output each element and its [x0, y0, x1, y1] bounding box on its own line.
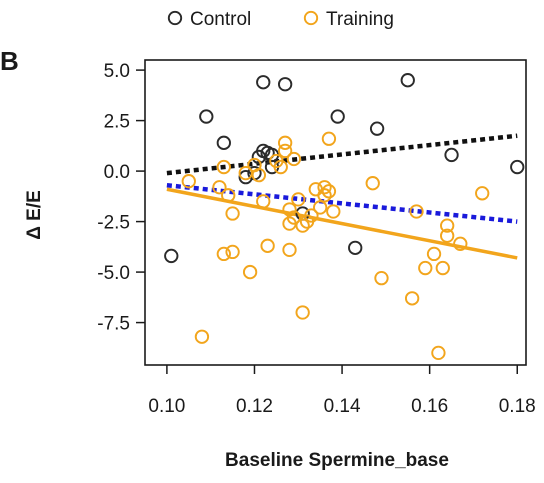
data-point — [277, 135, 293, 150]
data-point — [348, 240, 363, 255]
data-point — [426, 246, 442, 262]
data-point — [444, 147, 459, 163]
y-axis: 5.0 2.5 0.0 -2.5 -5.0 -7.5 — [97, 61, 145, 335]
data-point — [374, 270, 389, 286]
data-point — [238, 165, 253, 181]
data-point — [181, 174, 196, 189]
data-point — [295, 218, 310, 233]
data-point — [212, 180, 227, 195]
data-point — [440, 218, 455, 233]
fit-line — [166, 182, 518, 224]
data-point — [291, 192, 306, 207]
y-tick-label: -7.5 — [97, 314, 130, 335]
data-point — [308, 182, 323, 197]
y-tick-label: -5.0 — [97, 263, 130, 284]
data-point — [260, 238, 275, 253]
legend-marker — [167, 10, 183, 26]
data-point — [216, 246, 231, 262]
y-tick-label: 2.5 — [104, 112, 130, 133]
data-point — [256, 194, 271, 209]
data-point — [282, 242, 297, 258]
data-point — [418, 260, 433, 276]
data-point — [431, 345, 446, 361]
data-point — [313, 200, 328, 215]
data-point — [295, 305, 310, 320]
legend-label: Training — [326, 9, 394, 30]
data-point — [242, 264, 258, 280]
data-point — [317, 188, 332, 203]
data-point — [221, 188, 236, 203]
data-point — [286, 210, 302, 225]
legend-marker — [303, 10, 319, 26]
data-point — [317, 180, 332, 195]
plot-frame — [144, 59, 527, 366]
data-point — [277, 143, 293, 159]
data-point — [277, 77, 293, 92]
x-tick-label: 0.10 — [148, 396, 185, 417]
data-point — [164, 248, 179, 264]
data-point — [453, 236, 468, 251]
data-point — [365, 176, 380, 191]
data-point — [225, 244, 240, 260]
data-point — [404, 291, 420, 306]
data-point — [400, 73, 415, 88]
data-point — [510, 159, 525, 175]
data-point — [216, 135, 231, 150]
data-point — [440, 228, 455, 243]
x-tick-label: 0.12 — [236, 396, 273, 417]
data-point — [256, 75, 271, 90]
y-axis-title: Δ E/E — [24, 190, 45, 240]
data-point — [282, 202, 297, 217]
data-point — [369, 121, 385, 136]
data-point — [435, 260, 450, 276]
data-point — [238, 170, 253, 185]
data-point — [321, 184, 337, 199]
data-point — [225, 206, 240, 221]
data-point — [216, 159, 231, 175]
data-point — [304, 208, 319, 223]
data-point — [199, 109, 214, 124]
data-point — [475, 186, 490, 201]
legend-label: Control — [190, 9, 251, 30]
data-point — [194, 329, 210, 344]
x-axis-title: Baseline Spermine_base — [225, 450, 449, 471]
x-tick-label: 0.18 — [499, 396, 536, 417]
data-point — [409, 204, 424, 219]
data-point — [321, 131, 337, 146]
panel-label: B — [0, 46, 19, 76]
fit-line — [166, 133, 518, 176]
y-tick-label: 0.0 — [104, 162, 130, 183]
data-point — [326, 204, 341, 219]
y-tick-label: -2.5 — [97, 213, 130, 234]
data-points — [164, 73, 525, 361]
x-axis: 0.10 0.12 0.14 0.16 0.18 — [148, 365, 536, 417]
legend: Control Training — [167, 9, 394, 30]
x-tick-label: 0.16 — [411, 396, 448, 417]
y-tick-label: 5.0 — [104, 61, 130, 82]
data-point — [273, 159, 288, 175]
data-point — [251, 167, 267, 183]
data-point — [330, 109, 345, 124]
x-tick-label: 0.14 — [324, 396, 361, 417]
data-point — [286, 151, 302, 167]
